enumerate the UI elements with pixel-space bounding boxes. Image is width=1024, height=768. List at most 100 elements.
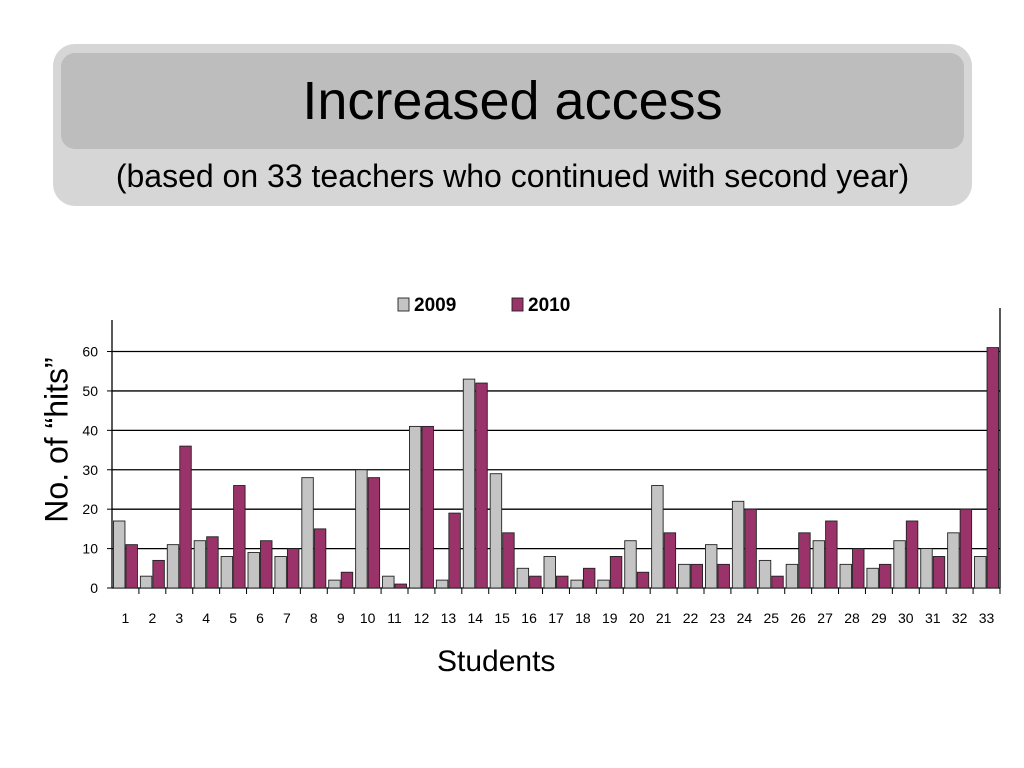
bar-2009-12 bbox=[409, 425, 422, 589]
bar-2010-13 bbox=[448, 512, 461, 589]
x-tick-label: 4 bbox=[202, 610, 210, 626]
x-tick-label: 16 bbox=[521, 610, 537, 626]
x-tick-label: 5 bbox=[229, 610, 237, 626]
x-tick-label: 17 bbox=[548, 610, 564, 626]
bar-2010-29 bbox=[878, 563, 892, 589]
x-tick-label: 20 bbox=[629, 610, 645, 626]
x-tick-label: 13 bbox=[441, 610, 457, 626]
bar-2009-15 bbox=[489, 473, 503, 589]
bar-2009-22 bbox=[678, 563, 691, 589]
x-tick-label: 6 bbox=[256, 610, 264, 626]
x-tick-label: 23 bbox=[710, 610, 726, 626]
bar-2009-7 bbox=[274, 556, 287, 589]
x-tick-label: 19 bbox=[602, 610, 618, 626]
bar-2010-16 bbox=[529, 575, 542, 589]
bar-2010-11 bbox=[394, 583, 407, 589]
bar-2009-29 bbox=[866, 567, 879, 589]
x-tick-label: 24 bbox=[737, 610, 753, 626]
bar-2009-26 bbox=[785, 563, 799, 589]
bar-2010-24 bbox=[744, 508, 757, 589]
bar-2009-5 bbox=[220, 556, 234, 589]
x-tick-label: 2 bbox=[148, 610, 156, 626]
x-tick-label: 21 bbox=[656, 610, 672, 626]
title-band: Increased access bbox=[61, 53, 964, 149]
legend-label-2009: 2009 bbox=[414, 295, 456, 316]
bar-2010-14 bbox=[475, 382, 488, 589]
y-tick-label: 40 bbox=[82, 422, 98, 438]
y-tick-label: 10 bbox=[82, 541, 98, 557]
bar-2010-15 bbox=[502, 532, 515, 589]
bar-2009-27 bbox=[812, 540, 826, 589]
slide-subtitle: (based on 33 teachers who continued with… bbox=[115, 158, 910, 194]
bar-2009-21 bbox=[651, 485, 664, 589]
bar-2010-6 bbox=[260, 540, 273, 589]
y-tick-label: 30 bbox=[82, 462, 98, 478]
x-tick-label: 15 bbox=[494, 610, 510, 626]
bar-2010-8 bbox=[313, 528, 327, 589]
bar-2009-32 bbox=[947, 532, 960, 589]
bar-2010-26 bbox=[798, 532, 811, 589]
bar-2010-23 bbox=[717, 563, 730, 589]
bar-2009-31 bbox=[920, 548, 933, 589]
bar-2009-4 bbox=[193, 540, 207, 589]
x-tick-label: 1 bbox=[122, 610, 130, 626]
bar-2010-28 bbox=[852, 548, 865, 589]
bar-2010-1 bbox=[125, 544, 138, 589]
x-tick-label: 9 bbox=[337, 610, 345, 626]
bar-2009-2 bbox=[139, 575, 153, 589]
bar-2009-25 bbox=[758, 559, 772, 589]
bar-2010-9 bbox=[340, 571, 354, 589]
bar-2009-9 bbox=[328, 579, 341, 589]
x-tick-label: 3 bbox=[175, 610, 183, 626]
x-tick-label: 10 bbox=[360, 610, 376, 626]
x-tick-label: 18 bbox=[575, 610, 591, 626]
bar-2010-27 bbox=[825, 520, 838, 589]
bar-2009-24 bbox=[731, 500, 745, 589]
x-tick-label: 29 bbox=[871, 610, 887, 626]
bar-2010-22 bbox=[690, 563, 703, 589]
legend-label-2010: 2010 bbox=[528, 295, 570, 316]
bar-2009-3 bbox=[166, 544, 180, 589]
bar-2010-31 bbox=[932, 556, 946, 589]
x-tick-label: 25 bbox=[763, 610, 779, 626]
bar-2009-30 bbox=[893, 540, 906, 589]
x-tick-label: 7 bbox=[283, 610, 291, 626]
bar-2009-13 bbox=[435, 579, 449, 589]
y-tick-label: 50 bbox=[82, 383, 98, 399]
bar-2009-6 bbox=[247, 552, 260, 589]
x-axis-label: Students bbox=[437, 645, 556, 678]
x-tick-label: 8 bbox=[310, 610, 318, 626]
bar-2010-7 bbox=[286, 548, 300, 589]
bar-2009-17 bbox=[543, 556, 556, 589]
bar-2010-4 bbox=[206, 536, 219, 589]
bar-2010-10 bbox=[367, 477, 381, 589]
bar-2010-30 bbox=[905, 520, 919, 589]
bar-2010-2 bbox=[152, 559, 165, 589]
bar-2010-32 bbox=[959, 508, 973, 589]
bar-2009-33 bbox=[974, 556, 987, 589]
bar-2010-17 bbox=[556, 575, 569, 589]
y-tick-label: 20 bbox=[82, 501, 98, 517]
bar-2010-33 bbox=[986, 347, 999, 589]
bar-2009-28 bbox=[839, 563, 852, 589]
y-tick-label: 0 bbox=[90, 580, 98, 596]
x-tick-label: 11 bbox=[387, 610, 402, 626]
bar-2009-10 bbox=[355, 469, 368, 589]
bar-2010-19 bbox=[609, 556, 623, 589]
x-tick-label: 14 bbox=[467, 610, 483, 626]
x-tick-label: 12 bbox=[414, 610, 430, 626]
bar-2009-11 bbox=[382, 575, 395, 589]
bar-2009-20 bbox=[624, 540, 637, 589]
y-tick-label: 60 bbox=[82, 344, 98, 360]
legend-swatch-2010 bbox=[511, 297, 524, 312]
bar-2009-19 bbox=[597, 579, 610, 589]
bar-2010-25 bbox=[771, 575, 784, 589]
legend-swatch-2009 bbox=[397, 297, 410, 312]
x-tick-label: 28 bbox=[844, 610, 860, 626]
bar-2010-21 bbox=[663, 532, 677, 589]
bar-2009-1 bbox=[113, 520, 126, 589]
x-tick-label: 31 bbox=[925, 610, 941, 626]
title-panel: Increased access (based on 33 teachers w… bbox=[53, 44, 972, 206]
x-tick-label: 32 bbox=[952, 610, 968, 626]
